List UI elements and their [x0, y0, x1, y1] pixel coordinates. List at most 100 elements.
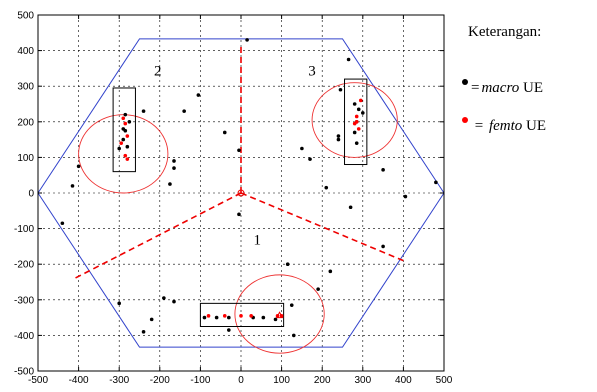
y-tick-label: 400 — [17, 46, 34, 57]
macro-ue-point — [285, 262, 290, 267]
legend-term-femto: femto — [488, 118, 523, 134]
femto-coverage-circle — [234, 274, 325, 354]
femto-cluster-box — [199, 302, 285, 327]
y-tick-label: -300 — [14, 295, 34, 306]
macro-ue-point — [149, 317, 154, 322]
macro-ue-point — [434, 180, 438, 185]
macro-ue-point — [127, 120, 132, 124]
macro-ue-point — [316, 287, 320, 291]
macro-ue-point — [336, 137, 341, 142]
macro-ue-point — [403, 194, 408, 199]
x-tick-label: -500 — [28, 375, 48, 386]
macro-ue-point — [352, 130, 357, 135]
y-tick-label: 500 — [17, 11, 34, 22]
legend-eq-femto: = — [471, 118, 487, 134]
femto-coverage-circle — [78, 114, 169, 194]
macro-ue-point — [381, 244, 385, 249]
macro-ue-point — [336, 134, 341, 138]
macro-ue-point — [245, 38, 249, 42]
base-station-marker — [237, 189, 245, 197]
macro-ue-point — [261, 315, 266, 320]
femto-ue-point — [249, 314, 253, 318]
macro-ue-point — [182, 109, 186, 113]
legend-suffix-femto: UE — [522, 118, 547, 134]
macro-ue-point — [273, 317, 278, 322]
y-tick-label: 300 — [17, 82, 34, 93]
femto-ue-point — [358, 98, 363, 103]
femto-ue-point — [119, 141, 124, 145]
x-tick-label: 300 — [354, 375, 371, 386]
macro-ue-point — [196, 93, 201, 97]
x-tick-label: 400 — [395, 375, 412, 386]
macro-ue-point — [348, 205, 353, 210]
legend-suffix-macro: UE — [519, 80, 543, 96]
y-tick-label: 200 — [17, 117, 34, 128]
ue-points — [60, 38, 438, 338]
legend-marker-macro — [462, 79, 468, 85]
macro-ue-point — [300, 146, 304, 151]
macro-ue-point — [289, 303, 294, 307]
femto-ue-point — [239, 314, 243, 318]
x-tick-label: -400 — [69, 375, 89, 386]
x-tick-label: 100 — [273, 375, 290, 386]
macro-ue-point — [117, 146, 121, 151]
macro-ue-point — [117, 301, 121, 306]
macro-ue-point — [222, 130, 227, 135]
macro-ue-point — [346, 57, 351, 62]
macro-ue-point — [324, 185, 329, 190]
sector-labels: 1 2 3 — [154, 64, 316, 249]
macro-ue-point — [352, 102, 357, 106]
macro-ue-point — [172, 166, 176, 170]
femto-ue-point — [121, 116, 126, 121]
macro-ue-point — [227, 328, 231, 332]
sector-label: 2 — [154, 64, 162, 80]
macro-ue-point — [172, 299, 176, 304]
legend-term-macro: macro — [481, 80, 520, 96]
macro-ue-point — [202, 315, 207, 320]
sector-label: 1 — [253, 233, 261, 249]
femto-ue-point — [222, 314, 227, 318]
macro-ue-point — [168, 182, 172, 186]
macro-ue-point — [76, 164, 81, 169]
macro-ue-point — [237, 148, 241, 153]
macro-ue-point — [141, 330, 146, 334]
legend-item-macro: = macro UE — [462, 79, 543, 97]
axes — [37, 14, 445, 372]
macro-ue-point — [121, 127, 126, 131]
x-tick-label: 0 — [238, 375, 244, 386]
sector-boundaries — [74, 43, 404, 280]
macro-ue-point — [121, 137, 126, 142]
legend: Keterangan: = macro UE = femto UE — [462, 0, 597, 200]
macro-ue-point — [338, 87, 343, 92]
legend-item-femto: = femto UE — [462, 117, 547, 135]
macro-ue-point — [162, 296, 166, 300]
macro-ue-point — [308, 157, 312, 161]
femto-ue-point — [123, 121, 128, 126]
femto-ue-point — [356, 127, 361, 131]
x-tick-label: -300 — [109, 375, 129, 386]
macro-ue-point — [381, 168, 385, 172]
macro-ue-point — [125, 144, 130, 149]
x-tick-label: 200 — [314, 375, 331, 386]
femto-cluster-box — [112, 87, 136, 173]
femto-coverage — [78, 78, 398, 354]
y-tick-label: -100 — [14, 224, 34, 235]
macro-ue-point — [361, 111, 365, 115]
macro-ue-point — [291, 333, 296, 338]
legend-eq-macro: = — [471, 80, 480, 96]
macro-ue-point — [70, 184, 75, 188]
femto-ue-point — [206, 314, 211, 318]
macro-ue-point — [214, 315, 219, 320]
macro-ue-point — [123, 112, 128, 117]
macro-ue-point — [354, 141, 359, 145]
femto-ue-point — [125, 134, 130, 138]
femto-ue-point — [352, 121, 357, 126]
legend-marker-femto — [462, 117, 468, 123]
legend-title: Keterangan: — [468, 24, 542, 40]
macro-ue-point — [237, 212, 241, 217]
tick-labels: -500 -400 -300 -200 -100 0 100 200 300 400 500 -500… — [14, 11, 453, 387]
femto-ue-point — [125, 157, 130, 161]
y-tick-label: -200 — [14, 260, 34, 271]
macro-ue-point — [227, 315, 231, 320]
macro-ue-point — [60, 221, 65, 226]
